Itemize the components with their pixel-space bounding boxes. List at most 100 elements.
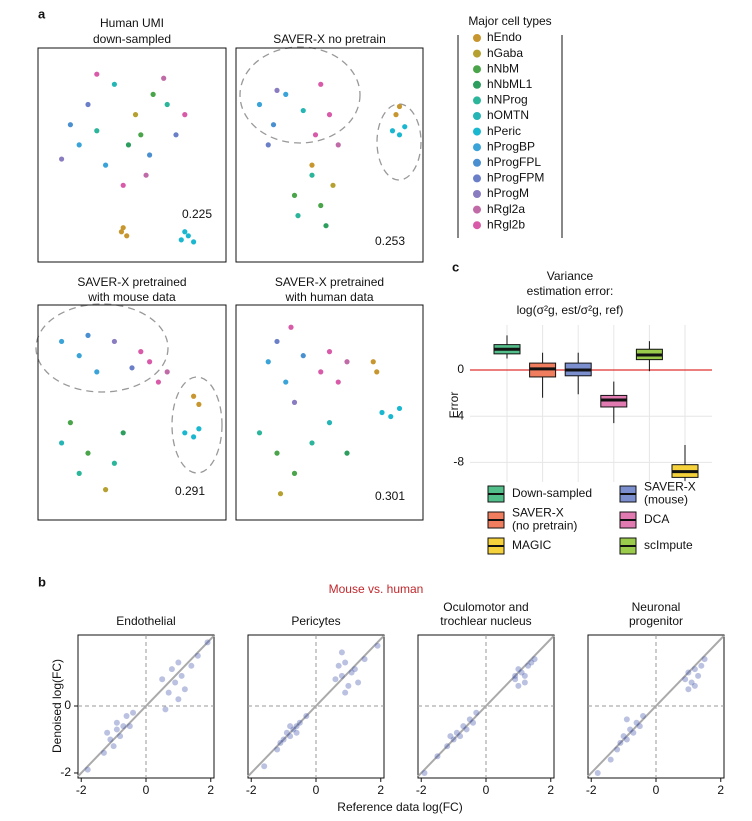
cell-point <box>330 182 336 188</box>
cell-point <box>67 122 73 128</box>
point <box>421 769 428 776</box>
cell-point <box>138 132 144 138</box>
point <box>283 729 290 736</box>
legend-swatch <box>473 34 481 42</box>
cell-point <box>277 491 284 497</box>
cell-point <box>138 349 144 355</box>
cell-point <box>396 132 403 138</box>
point <box>701 656 708 663</box>
point <box>633 719 640 726</box>
cell-point <box>309 440 315 446</box>
cell-point <box>402 124 408 130</box>
point <box>620 733 627 740</box>
point <box>515 682 522 689</box>
point <box>636 723 643 730</box>
cell-point <box>164 369 170 375</box>
cell-point <box>274 450 280 456</box>
panel-label: a <box>38 6 46 21</box>
cell-point <box>76 353 82 359</box>
point <box>521 679 528 686</box>
cell-point <box>191 239 197 245</box>
cell-point <box>312 132 319 138</box>
cell-point <box>118 229 125 235</box>
annotation: 0.291 <box>175 484 205 498</box>
cell-point <box>318 369 324 375</box>
x-tick-label: 0 <box>143 783 150 797</box>
point <box>617 739 624 746</box>
legend-swatch <box>473 112 481 120</box>
cell-point <box>300 107 306 114</box>
panel-title: Endothelial <box>116 614 175 628</box>
legend-title: Major cell types <box>468 14 551 28</box>
legend-swatch <box>473 143 481 152</box>
y-tick-label: -2 <box>60 765 71 779</box>
point <box>607 756 614 763</box>
legend-label: hPeric <box>487 124 521 138</box>
cell-point <box>182 112 188 118</box>
legend-swatch <box>473 80 481 89</box>
point <box>110 743 117 750</box>
point <box>518 669 525 676</box>
legend-swatch <box>473 174 481 183</box>
identity-line <box>77 634 215 778</box>
cell-point <box>283 379 289 385</box>
legend-label: hProgM <box>487 186 529 200</box>
panel-label: b <box>38 574 46 589</box>
identity-line <box>417 634 555 778</box>
point <box>698 662 705 669</box>
cell-point <box>326 349 333 355</box>
cell-point <box>182 430 188 436</box>
cell-point <box>326 112 333 118</box>
legend-swatch <box>473 49 481 58</box>
point <box>290 726 297 733</box>
legend-label: hNbML1 <box>487 77 533 91</box>
point <box>104 729 111 736</box>
cell-point <box>111 81 117 87</box>
point <box>473 709 480 716</box>
annotation: 0.301 <box>375 489 405 503</box>
subtitle: Mouse vs. human <box>329 582 424 596</box>
legend-label: hRgl2a <box>487 202 525 216</box>
legend-label: hProgFPL <box>487 155 541 169</box>
cell-point <box>132 112 139 118</box>
annotation: 0.253 <box>375 234 405 248</box>
y-tick-label: -8 <box>453 455 464 469</box>
legend-label: hNProg <box>487 93 528 107</box>
point <box>287 733 294 740</box>
x-tick-label: 2 <box>377 783 384 797</box>
cell-point <box>191 393 197 399</box>
cell-point <box>185 233 191 239</box>
legend-label: (mouse) <box>644 493 688 507</box>
chart-title: estimation error: <box>527 284 614 298</box>
x-tick-label: 0 <box>313 783 320 797</box>
cell-point <box>326 420 333 426</box>
point <box>296 719 303 726</box>
cell-point <box>182 229 188 235</box>
y-axis-label: Error <box>447 392 461 419</box>
panel-title: Oculomotor and <box>443 600 528 614</box>
panel-frame <box>37 47 227 263</box>
cell-point <box>150 91 156 97</box>
point <box>117 733 124 740</box>
cell-point <box>67 420 73 426</box>
panel-title: Neuronal <box>632 600 681 614</box>
cell-point <box>155 379 161 385</box>
legend-swatch <box>473 190 481 198</box>
point <box>123 713 130 720</box>
point <box>623 716 630 723</box>
y-axis-label: Denoised log(FC) <box>50 659 64 753</box>
cell-point <box>288 324 294 330</box>
legend-swatch <box>473 158 481 167</box>
cell-point <box>309 162 315 168</box>
point <box>682 676 689 683</box>
cell-point <box>274 87 280 93</box>
panel-title: progenitor <box>629 614 683 628</box>
point <box>100 749 107 756</box>
panel-title: SAVER-X pretrained <box>275 275 384 289</box>
cell-point <box>191 434 197 440</box>
point <box>178 672 185 679</box>
cluster-outline <box>171 376 223 474</box>
point <box>113 719 120 726</box>
cell-point <box>274 338 280 345</box>
cell-point <box>323 223 329 229</box>
